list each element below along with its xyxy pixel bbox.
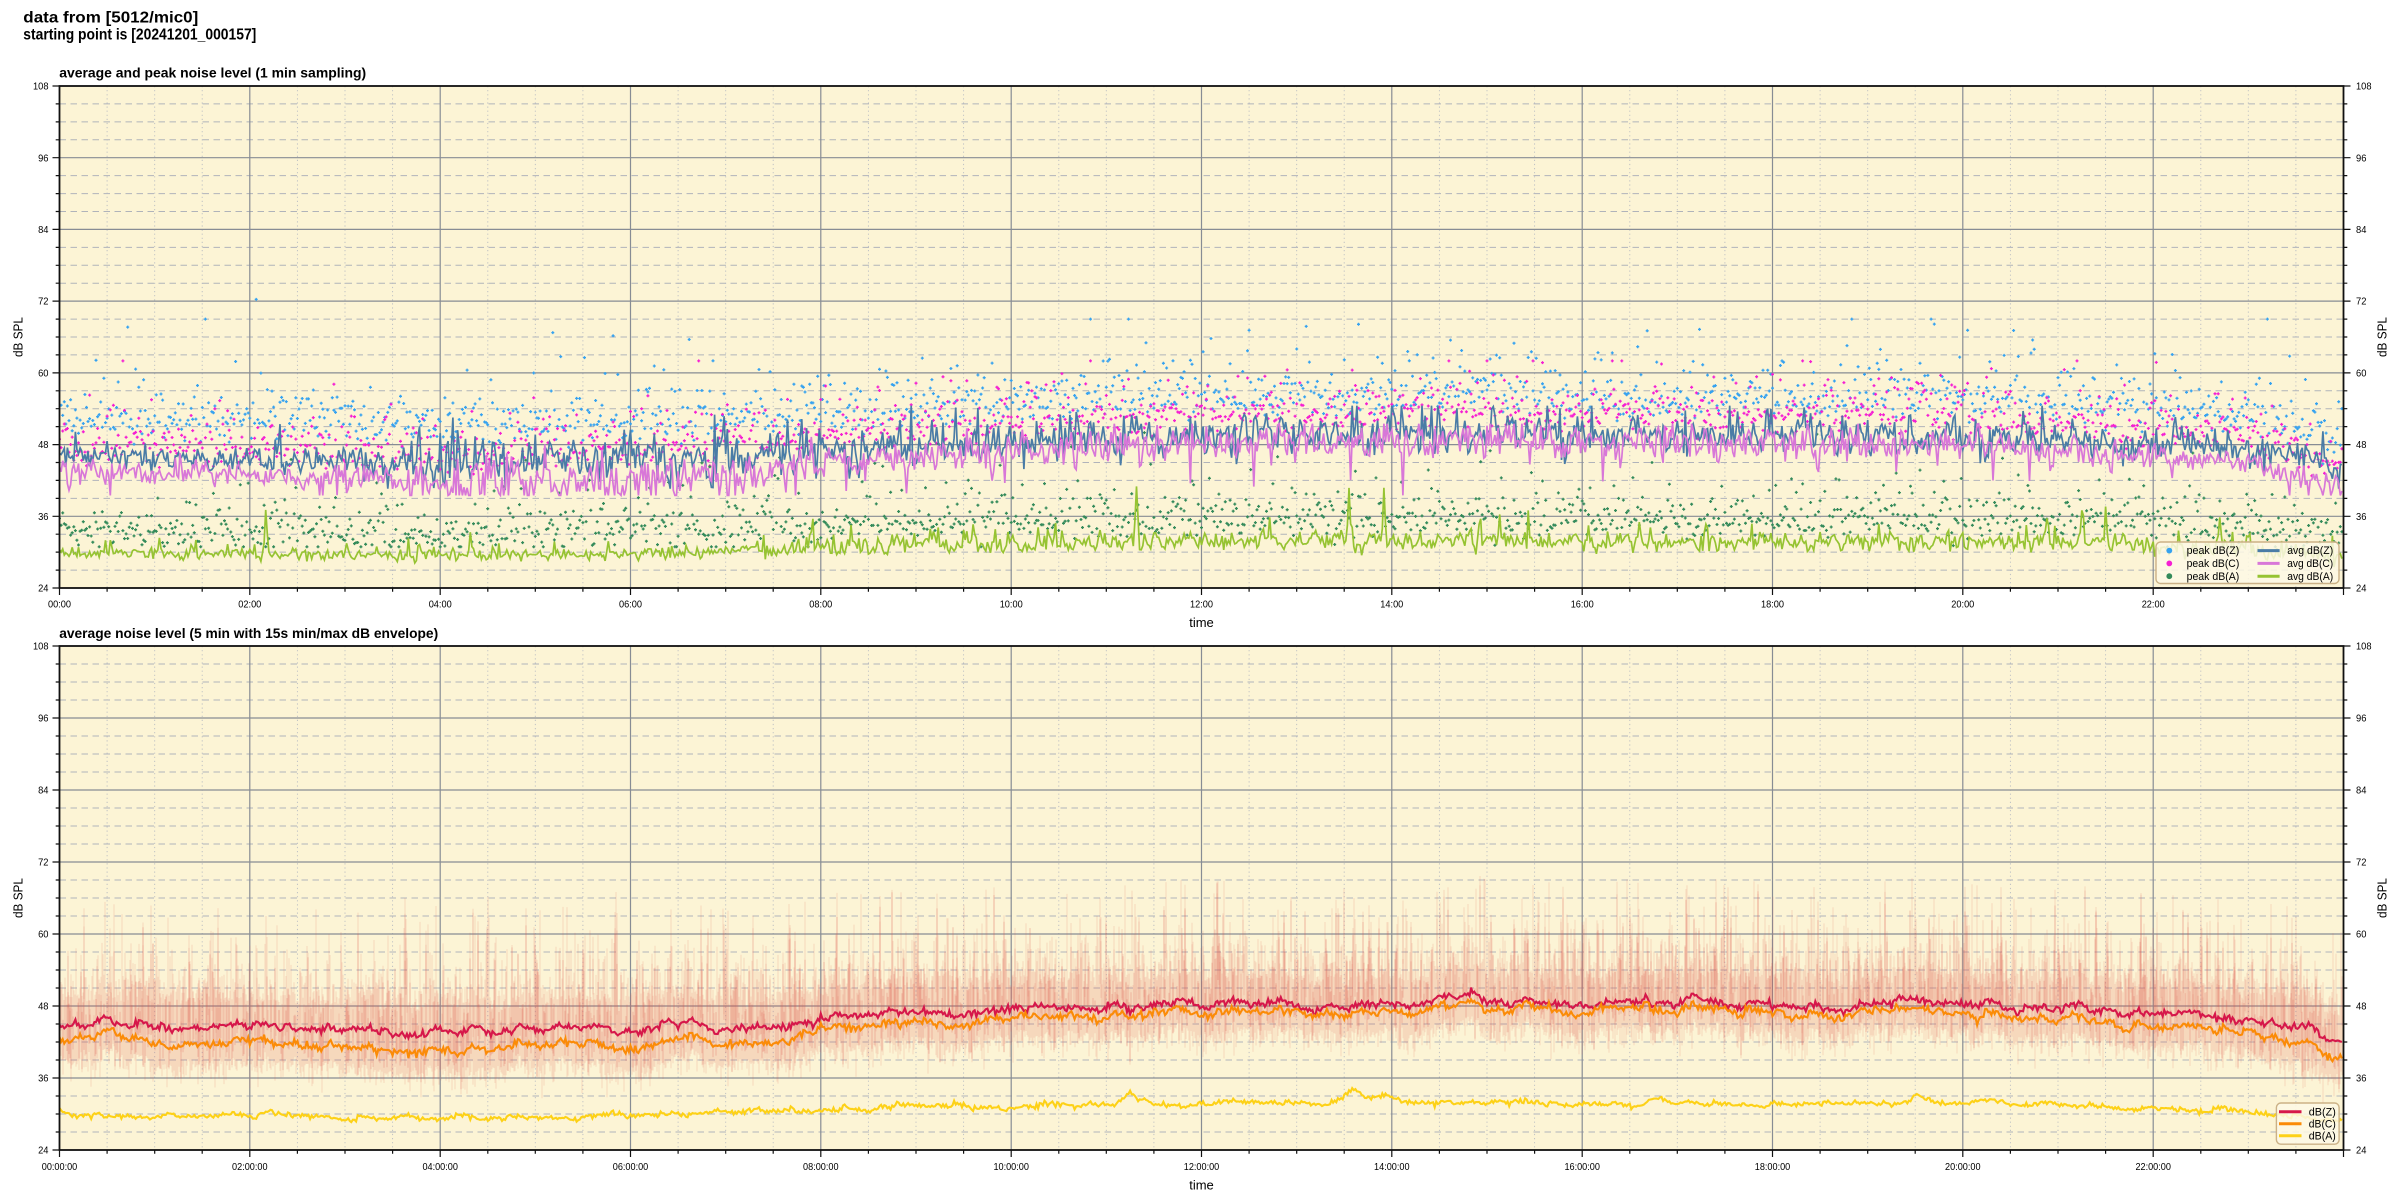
svg-text:16:00:00: 16:00:00 — [1564, 1162, 1600, 1173]
svg-text:18:00:00: 18:00:00 — [1755, 1162, 1791, 1173]
svg-text:dB SPL: dB SPL — [11, 878, 26, 918]
svg-text:time: time — [1189, 615, 1214, 630]
svg-text:84: 84 — [2356, 225, 2367, 236]
svg-text:108: 108 — [2356, 82, 2372, 93]
svg-text:36: 36 — [38, 512, 49, 523]
svg-text:00:00: 00:00 — [48, 599, 71, 610]
svg-text:72: 72 — [2356, 297, 2367, 308]
svg-text:108: 108 — [2356, 642, 2372, 653]
svg-text:02:00:00: 02:00:00 — [232, 1162, 268, 1173]
svg-text:108: 108 — [33, 82, 49, 93]
svg-text:60: 60 — [2356, 930, 2367, 941]
svg-text:starting point is [20241201_00: starting point is [20241201_000157] — [23, 27, 256, 44]
svg-text:72: 72 — [38, 858, 49, 869]
svg-text:84: 84 — [38, 225, 49, 236]
svg-text:10:00: 10:00 — [1000, 599, 1023, 610]
svg-text:10:00:00: 10:00:00 — [993, 1162, 1029, 1173]
svg-text:00:00:00: 00:00:00 — [42, 1162, 78, 1173]
svg-text:dB SPL: dB SPL — [2374, 878, 2389, 918]
svg-text:18:00: 18:00 — [1761, 599, 1784, 610]
svg-text:22:00:00: 22:00:00 — [2135, 1162, 2171, 1173]
svg-text:dB(C): dB(C) — [2309, 1118, 2336, 1130]
svg-text:04:00:00: 04:00:00 — [422, 1162, 458, 1173]
svg-text:dB(A): dB(A) — [2309, 1130, 2336, 1142]
svg-text:84: 84 — [2356, 786, 2367, 797]
svg-text:96: 96 — [38, 714, 49, 725]
svg-text:12:00: 12:00 — [1190, 599, 1213, 610]
svg-text:36: 36 — [38, 1074, 49, 1085]
svg-text:16:00: 16:00 — [1571, 599, 1594, 610]
svg-text:24: 24 — [2356, 584, 2367, 595]
svg-text:72: 72 — [38, 297, 49, 308]
svg-text:08:00:00: 08:00:00 — [803, 1162, 839, 1173]
svg-text:22:00: 22:00 — [2142, 599, 2165, 610]
svg-text:36: 36 — [2356, 1074, 2367, 1085]
svg-text:14:00:00: 14:00:00 — [1374, 1162, 1410, 1173]
svg-text:average and peak noise level (: average and peak noise level (1 min samp… — [59, 65, 366, 81]
svg-text:06:00: 06:00 — [619, 599, 642, 610]
svg-text:84: 84 — [38, 786, 49, 797]
svg-text:96: 96 — [2356, 714, 2367, 725]
svg-text:dB(Z): dB(Z) — [2309, 1106, 2336, 1118]
svg-text:60: 60 — [38, 930, 49, 941]
svg-text:04:00: 04:00 — [429, 599, 452, 610]
svg-text:12:00:00: 12:00:00 — [1184, 1162, 1220, 1173]
svg-text:avg dB(Z): avg dB(Z) — [2287, 545, 2333, 557]
svg-text:48: 48 — [2356, 440, 2367, 451]
svg-text:peak dB(A): peak dB(A) — [2187, 571, 2240, 583]
svg-text:06:00:00: 06:00:00 — [613, 1162, 649, 1173]
svg-text:48: 48 — [2356, 1002, 2367, 1013]
svg-text:24: 24 — [2356, 1146, 2367, 1157]
svg-text:60: 60 — [38, 369, 49, 380]
svg-text:60: 60 — [2356, 369, 2367, 380]
svg-text:dB SPL: dB SPL — [11, 317, 26, 357]
svg-text:20:00: 20:00 — [1951, 599, 1974, 610]
svg-text:96: 96 — [2356, 153, 2367, 164]
svg-text:average noise level (5 min wit: average noise level (5 min with 15s min/… — [59, 625, 438, 641]
svg-text:96: 96 — [38, 153, 49, 164]
svg-text:14:00: 14:00 — [1380, 599, 1403, 610]
svg-text:108: 108 — [33, 642, 49, 653]
svg-text:48: 48 — [38, 1002, 49, 1013]
svg-text:peak dB(Z): peak dB(Z) — [2187, 545, 2240, 557]
svg-text:data from [5012/mic0]: data from [5012/mic0] — [23, 10, 198, 27]
svg-text:08:00: 08:00 — [809, 599, 832, 610]
svg-text:36: 36 — [2356, 512, 2367, 523]
svg-text:24: 24 — [38, 584, 49, 595]
svg-text:24: 24 — [38, 1146, 49, 1157]
svg-text:avg dB(C): avg dB(C) — [2287, 558, 2333, 570]
svg-text:48: 48 — [38, 440, 49, 451]
svg-text:02:00: 02:00 — [238, 599, 261, 610]
svg-text:avg dB(A): avg dB(A) — [2287, 571, 2333, 583]
svg-text:20:00:00: 20:00:00 — [1945, 1162, 1981, 1173]
svg-text:72: 72 — [2356, 858, 2367, 869]
svg-text:time: time — [1189, 1177, 1214, 1192]
svg-text:peak dB(C): peak dB(C) — [2187, 558, 2240, 570]
svg-text:dB SPL: dB SPL — [2374, 317, 2389, 357]
